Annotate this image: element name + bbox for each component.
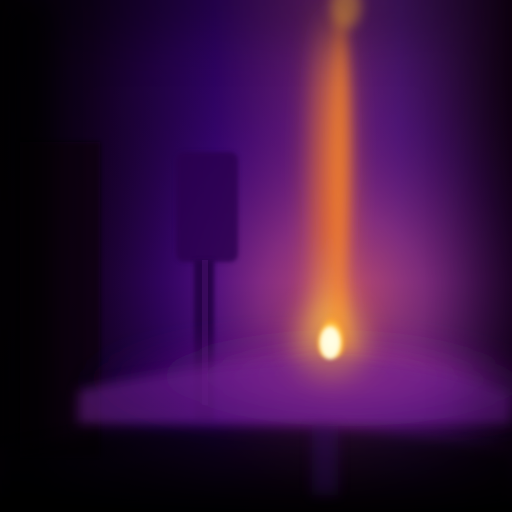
flame-hotspot <box>294 302 366 378</box>
